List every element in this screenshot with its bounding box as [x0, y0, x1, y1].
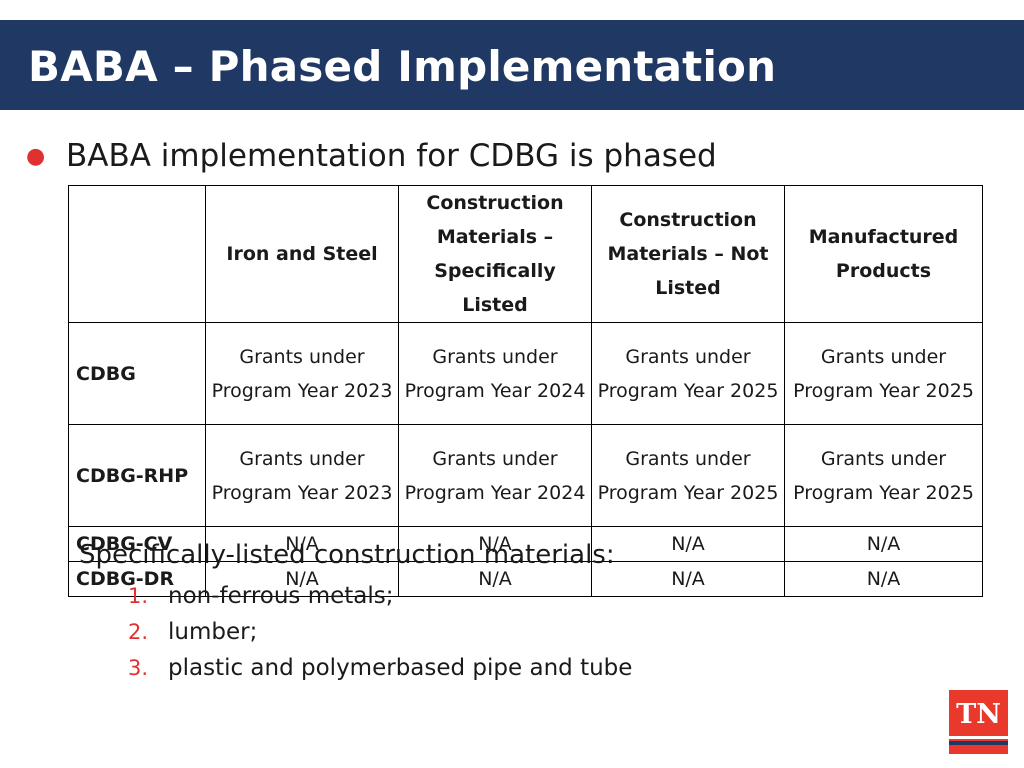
- list-item: 2. lumber;: [128, 614, 632, 650]
- table-cell: Grants under Program Year 2025: [591, 424, 785, 527]
- tn-logo: TN: [949, 690, 1008, 754]
- list-item: 3. plastic and polymerbased pipe and tub…: [128, 650, 632, 686]
- list-text: lumber;: [168, 619, 258, 645]
- materials-list: 1. non-ferrous metals; 2. lumber; 3. pla…: [128, 578, 632, 686]
- header-materials-not-listed: Construction Materials – Not Listed: [591, 185, 785, 323]
- logo-stripe: [949, 741, 1008, 745]
- table-cell: Grants under Program Year 2025: [784, 322, 983, 425]
- header-materials-listed: Construction Materials – Specifically Li…: [398, 185, 592, 323]
- table-cell: Grants under Program Year 2024: [398, 322, 592, 425]
- bullet-text: BABA implementation for CDBG is phased: [66, 138, 717, 174]
- header-cell-empty: [68, 185, 206, 323]
- bullet-item: ● BABA implementation for CDBG is phased: [26, 136, 717, 176]
- table-cell: Grants under Program Year 2023: [205, 424, 399, 527]
- baba-table: Iron and Steel Construction Materials – …: [68, 185, 983, 597]
- row-label: CDBG-CV: [68, 526, 206, 562]
- table-cell: Grants under Program Year 2024: [398, 424, 592, 527]
- list-number: 2.: [128, 620, 149, 644]
- table-cell: N/A: [784, 561, 983, 597]
- table-header-row: Iron and Steel Construction Materials – …: [68, 185, 983, 323]
- table-cell: Grants under Program Year 2025: [784, 424, 983, 527]
- row-label: CDBG-RHP: [68, 424, 206, 527]
- row-label: CDBG: [68, 322, 206, 425]
- list-item: 1. non-ferrous metals;: [128, 578, 632, 614]
- table-cell: N/A: [784, 526, 983, 562]
- title-bar: BABA – Phased Implementation: [0, 20, 1024, 110]
- table-row: CDBG-RHP Grants under Program Year 2023 …: [68, 424, 983, 527]
- table-cell: Grants under Program Year 2023: [205, 322, 399, 425]
- table-cell: N/A: [205, 526, 399, 562]
- table-row: CDBG-CV N/A N/A N/A N/A: [68, 526, 983, 562]
- table-cell: N/A: [591, 561, 785, 597]
- list-number: 1.: [128, 584, 149, 608]
- table-row: CDBG Grants under Program Year 2023 Gran…: [68, 322, 983, 425]
- header-iron-steel: Iron and Steel: [205, 185, 399, 323]
- logo-stripe: [949, 736, 1008, 739]
- table-cell: N/A: [591, 526, 785, 562]
- slide-title: BABA – Phased Implementation: [28, 42, 777, 91]
- table-cell: N/A: [398, 561, 592, 597]
- list-text: non-ferrous metals;: [168, 583, 394, 609]
- table-cell: Grants under Program Year 2025: [591, 322, 785, 425]
- list-text: plastic and polymerbased pipe and tube: [168, 655, 633, 681]
- table-row: CDBG-DR N/A N/A N/A N/A: [68, 561, 983, 597]
- table-cell: N/A: [205, 561, 399, 597]
- header-manufactured-products: Manufactured Products: [784, 185, 983, 323]
- bullet-icon: ●: [26, 143, 46, 169]
- list-number: 3.: [128, 656, 149, 680]
- tn-logo-text: TN: [956, 699, 1001, 730]
- materials-heading: Specifically-listed construction materia…: [79, 540, 615, 570]
